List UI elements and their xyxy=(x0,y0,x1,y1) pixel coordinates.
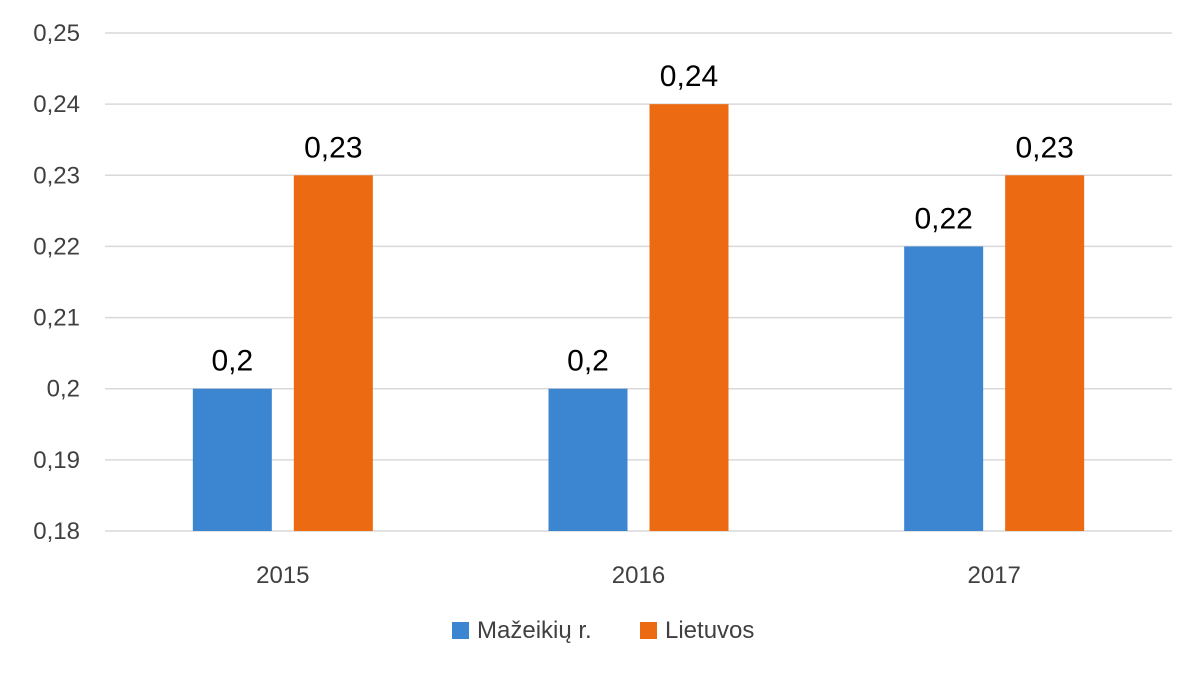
legend-swatch xyxy=(640,622,657,639)
bar xyxy=(904,246,984,531)
legend-label: Mažeikių r. xyxy=(477,617,592,644)
y-tick-label: 0,23 xyxy=(33,162,80,189)
data-label: 0,24 xyxy=(660,60,718,93)
data-labels: 0,2 0,23 0,2 0,24 0,22 0,23 xyxy=(211,60,1073,378)
y-tick-label: 0,25 xyxy=(33,20,80,47)
x-axis-tick-labels: 2015 2016 2017 xyxy=(256,562,1021,589)
x-tick-label: 2017 xyxy=(967,562,1020,589)
bar xyxy=(1005,175,1085,532)
legend: Mažeikių r. Lietuvos xyxy=(452,617,754,644)
legend-swatch xyxy=(452,622,469,639)
data-label: 0,22 xyxy=(914,202,972,235)
x-tick-label: 2015 xyxy=(256,562,309,589)
legend-label: Lietuvos xyxy=(665,617,754,644)
x-tick-label: 2016 xyxy=(612,562,665,589)
y-axis-tick-labels: 0,18 0,19 0,2 0,21 0,22 0,23 0,24 0,25 xyxy=(33,20,80,545)
bar xyxy=(649,104,729,532)
y-tick-label: 0,18 xyxy=(33,518,80,545)
y-tick-label: 0,24 xyxy=(33,91,80,118)
y-tick-label: 0,21 xyxy=(33,305,80,332)
bar xyxy=(293,175,373,532)
data-label: 0,2 xyxy=(567,345,609,378)
y-tick-label: 0,19 xyxy=(33,447,80,474)
bars xyxy=(192,104,1085,532)
bar xyxy=(548,388,628,531)
bar xyxy=(192,388,272,531)
data-label: 0,23 xyxy=(304,131,362,164)
data-label: 0,2 xyxy=(211,345,253,378)
data-label: 0,23 xyxy=(1015,131,1073,164)
y-tick-label: 0,2 xyxy=(47,376,80,403)
gridlines xyxy=(105,32,1172,532)
y-tick-label: 0,22 xyxy=(33,233,80,260)
